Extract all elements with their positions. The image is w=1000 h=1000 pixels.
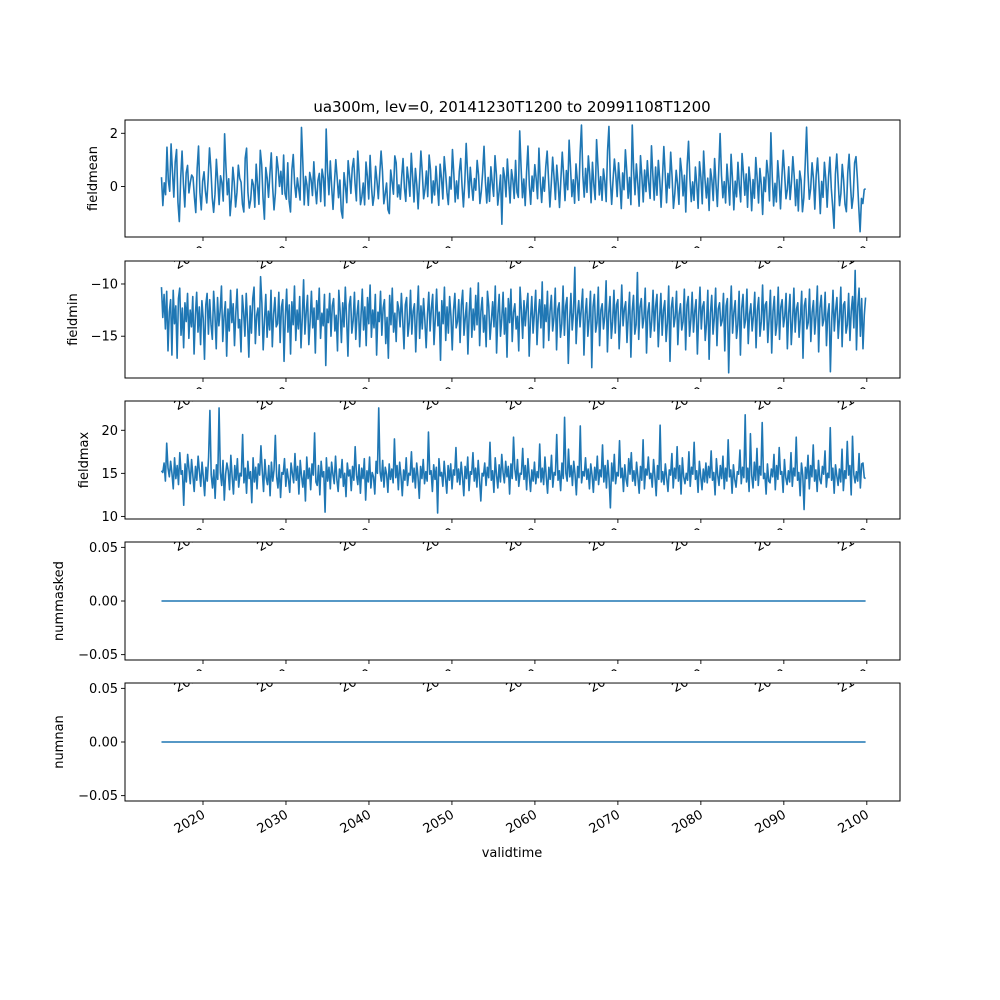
axes-frame-top-fieldmean — [124, 119, 901, 238]
y-tick-label-fieldmin: −15 — [91, 330, 118, 345]
y-tick-label-fieldmin: −10 — [91, 277, 118, 292]
y-tick-label-nummasked: −0.05 — [78, 648, 118, 663]
tick-label-mask — [150, 248, 910, 261]
axes-frame-top-numnan — [124, 682, 901, 802]
tick-label-mask — [150, 530, 910, 542]
chart-title: ua300m, lev=0, 20141230T1200 to 20991108… — [313, 98, 710, 116]
axes-frame-top-nummasked — [124, 541, 901, 661]
series-line-fieldmax — [160, 407, 867, 514]
y-tick-label-fieldmean: 2 — [110, 127, 118, 142]
y-tick-label-fieldmax: 10 — [101, 510, 118, 525]
y-axis-label-fieldmax: fieldmax — [77, 432, 92, 489]
series-line-fieldmin — [160, 266, 867, 374]
y-tick-label-fieldmax: 20 — [101, 424, 118, 439]
y-axis-label-fieldmean: fieldmean — [86, 146, 101, 211]
y-tick-label-numnan: 0.00 — [89, 736, 118, 751]
tick-label-mask — [150, 389, 910, 401]
x-axis-label: validtime — [482, 846, 543, 861]
y-axis-label-numnan: numnan — [52, 715, 67, 769]
axes-frame-top-fieldmax — [124, 400, 901, 520]
tick-label-mask — [150, 671, 910, 683]
y-tick-label-numnan: 0.05 — [89, 682, 118, 697]
y-axis-label-nummasked: nummasked — [52, 561, 67, 641]
y-tick-label-nummasked: 0.05 — [89, 541, 118, 556]
y-axis-label-fieldmin: fieldmin — [66, 293, 81, 346]
y-tick-label-numnan: −0.05 — [78, 789, 118, 804]
axes-frame-top-fieldmin — [124, 260, 901, 379]
y-tick-label-nummasked: 0.00 — [89, 595, 118, 610]
series-line-fieldmean — [160, 124, 867, 233]
y-tick-label-fieldmean: 0 — [110, 180, 118, 195]
y-tick-label-fieldmax: 15 — [101, 467, 118, 482]
